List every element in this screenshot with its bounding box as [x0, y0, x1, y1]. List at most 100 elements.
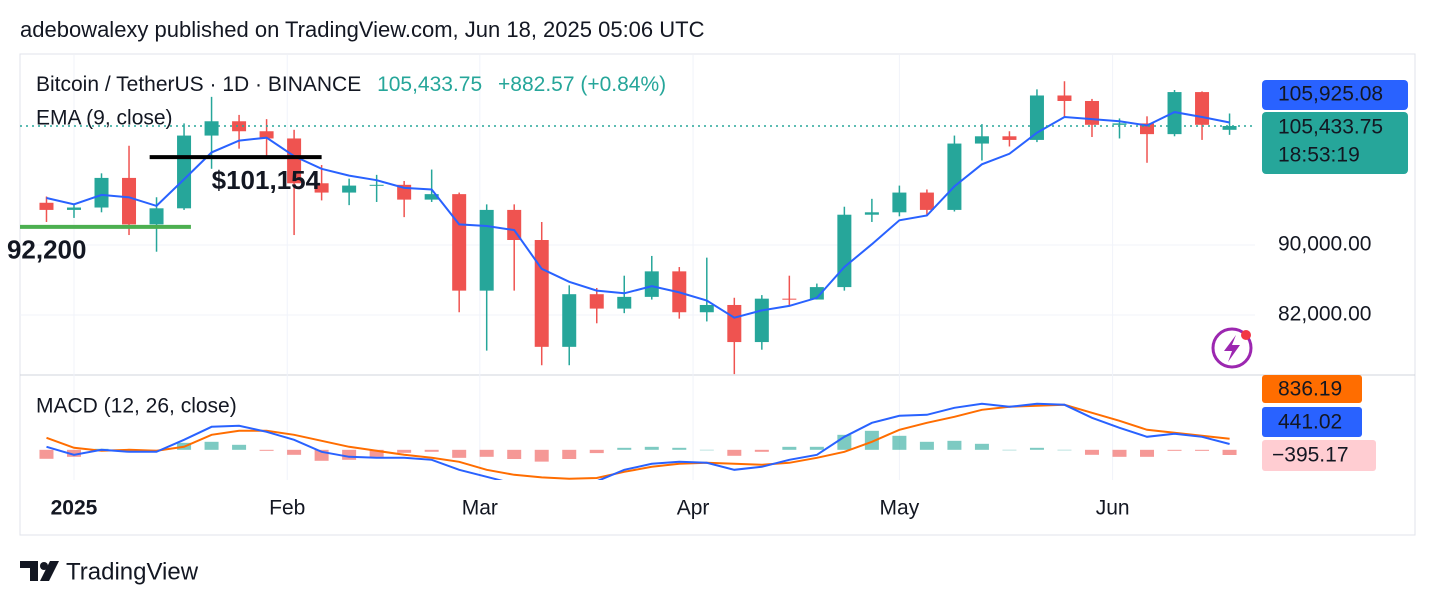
- candle-body: [369, 184, 384, 186]
- histogram-bar: [479, 449, 494, 457]
- candle-body: [424, 194, 439, 200]
- legend: Bitcoin / TetherUS · 1D · BINANCE 105,43…: [36, 73, 666, 96]
- histogram-bar: [1084, 449, 1099, 455]
- histogram-bar: [919, 441, 934, 450]
- candle-body: [644, 271, 659, 297]
- ema-label: 105,925.08: [1278, 83, 1383, 106]
- histogram-bar: [369, 449, 384, 457]
- histogram-bar: [204, 441, 219, 450]
- price-change: +882.57 (+0.84%): [498, 73, 666, 96]
- candle-body: [1084, 100, 1099, 125]
- candle-body: [892, 192, 907, 213]
- candle-body: [66, 207, 81, 210]
- candle-body: [809, 287, 824, 300]
- candle-body: [204, 121, 219, 136]
- histogram-bar: [589, 449, 604, 454]
- histogram-bar: [1140, 449, 1155, 457]
- macd-line: [46, 402, 1230, 480]
- candle-body: [452, 194, 467, 291]
- candle-body: [837, 214, 852, 288]
- y-tick-label: 90,000.00: [1278, 233, 1371, 256]
- candle-body: [1112, 123, 1127, 125]
- histogram-bar: [727, 449, 742, 456]
- x-tick-label: May: [880, 497, 920, 520]
- histogram-bar: [809, 446, 824, 450]
- candle-body: [1057, 95, 1072, 101]
- histogram-bar: [259, 449, 274, 451]
- candle-body: [314, 183, 329, 193]
- histogram-bar: [39, 449, 54, 459]
- frame: [19, 53, 1416, 536]
- candle-body: [534, 240, 549, 347]
- lightning-icon: [1211, 327, 1253, 369]
- ema-line: [46, 111, 1230, 319]
- candle-body: [507, 209, 522, 241]
- histogram-bar: [424, 449, 439, 452]
- ema-legend: EMA (9, close): [36, 107, 173, 130]
- histogram-bar: [864, 430, 879, 450]
- candle-body: [1029, 95, 1044, 140]
- candle-body: [919, 192, 934, 210]
- histogram-bar: [754, 449, 769, 452]
- histogram-bar: [314, 449, 329, 461]
- x-tick-label: Feb: [269, 497, 305, 520]
- price-label: 105,433.75: [1278, 116, 1383, 139]
- candle-body: [1222, 125, 1237, 130]
- header: adebowalexy published on TradingView.com…: [20, 17, 705, 42]
- signal-label-box: [1262, 374, 1362, 403]
- ema-label-box: [1262, 79, 1408, 110]
- histogram-bar: [342, 449, 357, 460]
- histogram-label-box: [1262, 439, 1376, 471]
- brand: TradingView: [66, 558, 199, 585]
- histogram-bar: [562, 449, 577, 459]
- candle-body: [177, 135, 192, 209]
- candle-body: [947, 143, 962, 210]
- histogram-bar: [534, 449, 549, 462]
- candle-body: [232, 121, 247, 132]
- histogram-bar: [397, 449, 412, 453]
- signal-line: [46, 403, 1230, 480]
- countdown: 18:53:19: [1278, 144, 1360, 167]
- candle-body: [342, 185, 357, 193]
- histogram-bar: [232, 444, 247, 450]
- histogram-bar: [974, 443, 989, 450]
- brand-logo: [20, 561, 59, 581]
- candle-body: [287, 138, 302, 184]
- candle-body: [259, 131, 274, 139]
- annotation-label: 92,200: [7, 235, 87, 265]
- histogram-bar: [1167, 449, 1182, 451]
- candle-body: [782, 298, 797, 300]
- candle-body: [479, 209, 494, 291]
- candle-body: [1195, 92, 1210, 125]
- candle-body: [1140, 123, 1155, 135]
- x-tick-label: Apr: [677, 497, 710, 520]
- x-tick-label: 2025: [51, 497, 98, 520]
- candle-body: [94, 177, 109, 208]
- macd-label: 441.02: [1278, 411, 1342, 434]
- candle-body: [1002, 136, 1017, 140]
- histogram-bar: [617, 447, 632, 450]
- macd-legend: MACD (12, 26, close): [36, 395, 237, 418]
- candle-body: [149, 208, 164, 225]
- candle-body: [39, 202, 54, 210]
- x-tick-label: Jun: [1096, 497, 1130, 520]
- histogram-bar: [1057, 449, 1072, 451]
- histogram-bar: [644, 446, 659, 450]
- histogram-bar: [1222, 449, 1237, 455]
- histogram-bar: [892, 435, 907, 450]
- candle-body: [562, 294, 577, 347]
- candle-body: [974, 136, 989, 144]
- signal-label: 836.19: [1278, 378, 1342, 401]
- candle-body: [864, 212, 879, 215]
- x-tick-label: Mar: [462, 497, 498, 520]
- histogram-label: −395.17: [1272, 444, 1349, 467]
- last-price: 105,433.75: [377, 73, 482, 96]
- histogram-bar: [452, 449, 467, 458]
- histogram-bar: [507, 449, 522, 459]
- candle-body: [699, 304, 714, 313]
- candle-body: [727, 304, 742, 343]
- histogram-bar: [1002, 449, 1017, 451]
- candle-body: [589, 294, 604, 309]
